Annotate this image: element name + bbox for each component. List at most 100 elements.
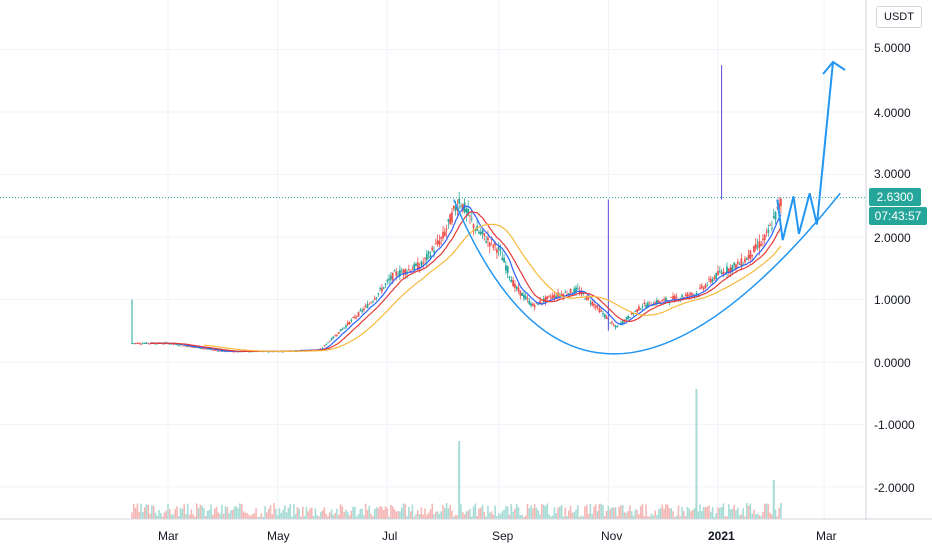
candle-body	[332, 336, 335, 339]
candle-body	[521, 292, 523, 297]
volume-bar	[156, 515, 159, 519]
candle-body	[181, 345, 184, 347]
volume-bar	[532, 508, 534, 519]
time-tick-may: May	[267, 529, 290, 543]
volume-bar	[388, 516, 390, 519]
candle-body	[472, 224, 475, 228]
candle-body	[389, 275, 392, 280]
volume-bar	[443, 507, 446, 519]
candle-body	[424, 257, 426, 259]
volume-bar	[359, 509, 362, 519]
volume-bar	[718, 507, 721, 519]
candle-body	[467, 208, 470, 216]
time-axis[interactable]: Mar May Jul Sep Nov 2021 Mar	[158, 529, 837, 543]
volume-bar	[217, 512, 220, 519]
volume-bar	[136, 503, 139, 519]
volume-bar	[249, 515, 252, 519]
volume-bar	[375, 507, 378, 519]
time-tick-mar: Mar	[158, 529, 179, 543]
volume-bar	[607, 505, 610, 519]
volume-bar	[677, 505, 680, 519]
volume-bar	[334, 512, 336, 519]
volume-bar	[244, 512, 247, 519]
volume-bar	[629, 505, 631, 519]
volume-bar	[194, 516, 196, 519]
volume-bar	[778, 507, 780, 519]
candle-body	[718, 271, 721, 273]
volume-bar	[382, 510, 385, 519]
volume-bar	[228, 513, 230, 519]
volume-bar	[350, 510, 353, 519]
candle-body	[555, 296, 558, 298]
volume-bar	[300, 516, 302, 519]
candle-body	[190, 346, 193, 348]
candle-body	[373, 298, 376, 300]
candle-body	[343, 327, 346, 329]
volume-bar	[666, 504, 669, 519]
candle-body	[174, 343, 177, 345]
candle-body	[461, 204, 464, 211]
candle-body	[352, 317, 355, 319]
candle-body	[479, 232, 482, 235]
volume-bar	[165, 510, 168, 519]
volume-bar	[517, 507, 520, 519]
currency-unit-button[interactable]: USDT	[876, 6, 922, 28]
volume-bar	[524, 515, 527, 519]
volume-bar	[426, 514, 428, 519]
volume-bar	[645, 504, 647, 519]
volume-bar	[463, 514, 466, 519]
price-axis[interactable]: 5.0000 4.0000 3.0000 2.0000 1.0000 0.000…	[874, 41, 915, 495]
volume-bar	[298, 508, 301, 519]
candle-body	[501, 257, 504, 261]
volume-bar	[341, 506, 344, 519]
candle-body	[731, 265, 734, 272]
candle-body	[496, 249, 498, 253]
candle-body	[380, 288, 383, 292]
candle-body	[370, 302, 373, 304]
volume-bar	[393, 509, 396, 519]
candle-body	[715, 273, 718, 279]
volume-bar	[285, 512, 288, 519]
volume-bar	[269, 505, 272, 519]
volume-bar	[230, 510, 232, 519]
candle-body	[598, 308, 601, 313]
candle-body	[772, 216, 775, 218]
volume-bar	[289, 504, 292, 519]
volume-bar	[562, 516, 565, 519]
candle-body	[673, 295, 676, 302]
volume-bar	[528, 508, 531, 519]
volume-bar	[753, 509, 755, 519]
volume-bar	[611, 507, 613, 519]
volume-bar	[366, 509, 369, 519]
volume-bar	[357, 514, 360, 519]
volume-bar	[542, 504, 545, 519]
candle-body	[199, 348, 202, 350]
volume-bar	[621, 504, 624, 519]
candle-body	[136, 342, 139, 344]
candle-body	[452, 205, 455, 209]
volume-bar	[600, 503, 602, 519]
candle-body	[192, 346, 195, 348]
candle-body	[224, 351, 227, 352]
drawings[interactable]	[0, 60, 866, 355]
candle-body	[519, 290, 522, 296]
candle-body	[661, 300, 664, 302]
candle-body	[639, 308, 642, 310]
volume-bar	[548, 514, 550, 519]
volume-bar	[449, 505, 451, 519]
candle-body	[443, 231, 446, 236]
volume-bar	[456, 515, 459, 519]
candle-body	[212, 349, 214, 351]
volume-bar	[352, 506, 354, 519]
volume-bar	[530, 505, 532, 519]
bar-countdown-label: 07:43:57	[869, 207, 927, 225]
volume-bar	[168, 509, 171, 519]
candle-body	[497, 246, 500, 250]
volume-bar	[512, 511, 514, 519]
volume-bar	[442, 505, 444, 519]
volume-bar	[158, 509, 160, 519]
candle-body	[346, 322, 349, 325]
volume-bar	[447, 508, 450, 519]
candle-body	[564, 291, 567, 293]
